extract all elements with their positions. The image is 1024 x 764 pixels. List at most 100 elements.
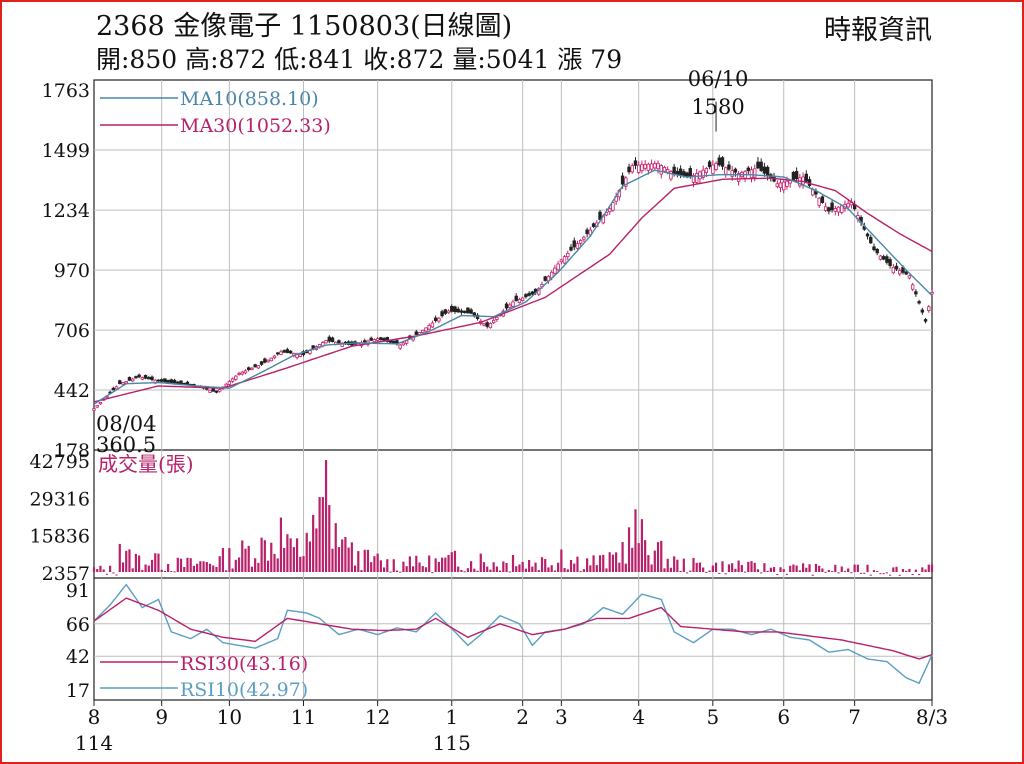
x-tick-label: 4 — [632, 705, 645, 729]
volume-bar — [692, 557, 695, 572]
candle-body — [327, 336, 331, 342]
candle-body — [724, 167, 728, 175]
candle-body — [150, 376, 154, 380]
candle-body — [620, 175, 625, 185]
volume-bar — [879, 573, 882, 575]
volume-bar — [92, 567, 96, 572]
candle-body — [279, 351, 283, 355]
candle-body — [372, 339, 377, 343]
candle-body — [827, 207, 831, 212]
candle-body — [714, 162, 718, 170]
volume-bar — [611, 554, 615, 572]
candle-body — [369, 337, 373, 341]
volume-bar — [157, 553, 160, 572]
volume-bar — [457, 566, 460, 572]
rsi-tick-label: 17 — [66, 680, 90, 702]
x-tick-label: 8 — [88, 705, 101, 729]
volume-bar — [167, 564, 170, 572]
candle-body — [127, 377, 132, 381]
volume-bar — [708, 570, 711, 572]
volume-bar — [241, 540, 244, 572]
volume-bar — [576, 556, 579, 572]
volume-bar — [808, 564, 811, 572]
candle-body — [823, 206, 828, 211]
volume-bar — [202, 561, 205, 572]
volume-bar — [205, 562, 208, 572]
volume-bar — [753, 562, 756, 572]
volume-bar — [266, 560, 270, 572]
candle-body — [459, 310, 464, 313]
year-label: 115 — [433, 731, 471, 755]
candle-body — [462, 310, 467, 314]
volume-bar — [479, 553, 482, 572]
volume-bar — [486, 566, 489, 572]
volume-bar — [221, 548, 225, 572]
candle-body — [179, 380, 183, 385]
volume-bar — [756, 569, 760, 572]
candle-body — [582, 236, 586, 240]
candle-body — [511, 301, 515, 307]
volume-bar — [453, 550, 457, 572]
x-tick-label: 6 — [777, 705, 790, 729]
x-tick-label: 7 — [848, 705, 861, 729]
volume-bar — [566, 569, 569, 572]
volume-bar — [109, 565, 112, 572]
candle-body — [176, 381, 180, 384]
candle-body — [578, 240, 583, 244]
volume-bar — [434, 558, 437, 572]
volume-bar — [637, 543, 640, 572]
volume-bar — [563, 568, 566, 572]
candle-body — [598, 211, 602, 220]
volume-bar — [827, 570, 830, 572]
volume-tick-label: 42795 — [30, 451, 90, 473]
volume-bar — [731, 563, 734, 572]
candle-body — [691, 174, 696, 183]
volume-bar — [785, 573, 789, 575]
candle-body — [163, 378, 167, 383]
volume-bar — [376, 553, 379, 572]
candle-body — [230, 378, 235, 382]
volume-bar — [315, 528, 318, 572]
candle-body — [140, 377, 145, 380]
volume-bar — [801, 563, 805, 572]
candle-body — [698, 171, 702, 180]
volume-bar — [676, 559, 679, 572]
candle-body — [156, 379, 161, 382]
volume-bar — [689, 570, 692, 572]
volume-bar — [295, 538, 299, 572]
candle-body — [553, 267, 557, 274]
candle-body — [495, 316, 499, 320]
volume-bar — [308, 541, 312, 572]
candle-body — [256, 365, 261, 369]
candle-body — [385, 337, 389, 342]
volume-bar — [379, 560, 382, 572]
volume-bar — [334, 523, 337, 572]
candle-body — [130, 378, 135, 382]
candle-body — [559, 259, 564, 263]
volume-bar — [382, 567, 386, 572]
volume-bar — [805, 567, 808, 572]
volume-bar — [531, 566, 534, 572]
candle-body — [707, 161, 712, 168]
candle-body — [865, 233, 870, 237]
x-tick-label: 5 — [706, 705, 719, 729]
volume-bar — [424, 567, 428, 572]
candle-body — [143, 375, 148, 379]
volume-bar — [682, 558, 685, 572]
volume-bar — [695, 562, 698, 572]
volume-bar — [389, 571, 392, 573]
candle-body — [217, 389, 222, 392]
volume-bar — [685, 572, 689, 574]
candle-body — [488, 322, 493, 329]
volume-bar — [421, 566, 424, 572]
volume-tick-label: 2357 — [42, 563, 90, 585]
volume-bar — [892, 567, 895, 572]
candle-body — [556, 263, 560, 271]
candle-body — [762, 166, 767, 174]
volume-bar — [341, 539, 344, 572]
volume-legend-label: 成交量(張) — [98, 452, 194, 476]
candle-body — [243, 370, 248, 374]
candle-body — [775, 183, 779, 187]
candle-body — [282, 350, 286, 353]
